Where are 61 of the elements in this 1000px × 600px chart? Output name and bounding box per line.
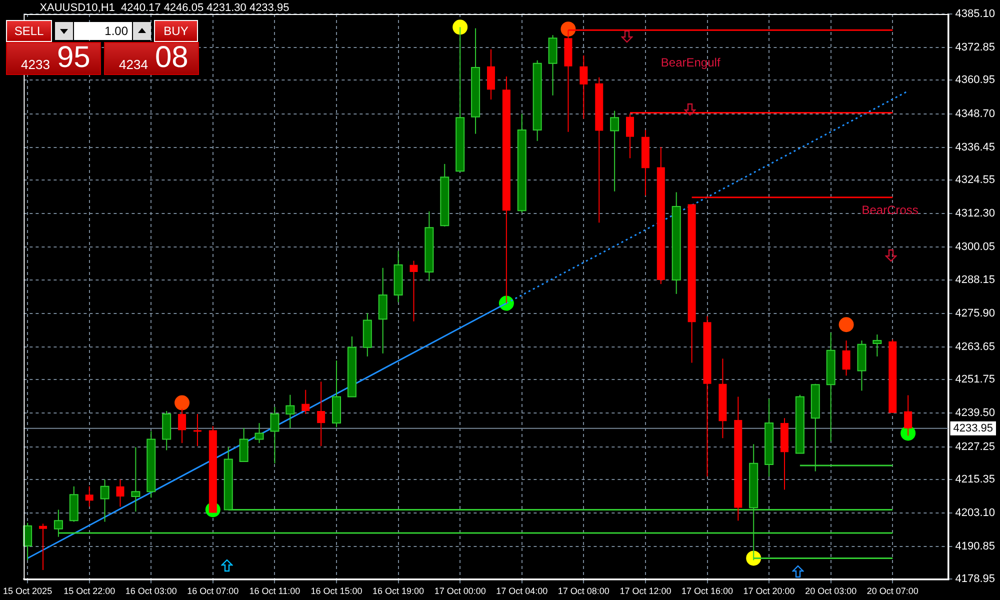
y-tick-label: 4251.75 <box>955 374 996 386</box>
y-tick-label: 4385.10 <box>955 8 996 20</box>
x-tick-label: 16 Oct 11:00 <box>249 586 300 596</box>
x-tick-label: 16 Oct 07:00 <box>187 586 239 596</box>
candlestick <box>178 408 186 444</box>
candlestick <box>39 523 47 571</box>
y-tick-label: 4348.70 <box>955 108 996 120</box>
sell-price-box: 4233 95 <box>6 42 101 75</box>
y-tick-label: 4239.50 <box>955 407 996 420</box>
x-tick-label: 16 Oct 15:00 <box>310 586 362 596</box>
candlestick <box>302 389 310 415</box>
annotation: 95 <box>57 41 90 75</box>
candlestick <box>85 486 94 508</box>
x-tick-label: 15 Oct 2025 <box>3 586 52 596</box>
annotation: 4234 <box>119 57 148 72</box>
x-tick-label: 20 Oct 03:00 <box>805 586 857 596</box>
x-tick-label: 15 Oct 22:00 <box>64 586 116 596</box>
y-tick-label: 4190.85 <box>955 540 996 553</box>
x-tick-label: 20 Oct 07:00 <box>866 586 918 596</box>
annotation: BearCross <box>862 203 918 217</box>
annotation: 08 <box>155 41 188 75</box>
candlestick <box>116 479 124 508</box>
y-tick-label: 4263.65 <box>955 341 996 354</box>
y-tick-label: 4178.95 <box>955 573 996 586</box>
y-tick-label: 4372.85 <box>955 42 996 54</box>
x-tick-label: 17 Oct 16:00 <box>681 586 734 596</box>
annotation: BearEngulf <box>660 55 721 70</box>
y-tick-label: 4215.35 <box>955 473 996 486</box>
candlestick <box>842 340 850 376</box>
candlestick <box>486 48 495 100</box>
x-tick-label: 17 Oct 00:00 <box>434 586 486 596</box>
candlestick <box>904 394 912 436</box>
x-tick-label: 17 Oct 04:00 <box>496 586 548 596</box>
y-tick-label: 4324.55 <box>955 174 996 186</box>
chart-title: XAUUSD10,H1 4240.17 4246.05 4231.30 4233.95 <box>40 2 290 14</box>
buy-button: BUY <box>154 20 198 42</box>
y-tick-label: 4227.25 <box>955 440 996 453</box>
candlestick <box>580 54 588 120</box>
ref-line-label: 4233.95 <box>953 422 994 434</box>
y-tick-label: 4203.10 <box>955 507 996 520</box>
annotation: 4233 <box>21 57 50 72</box>
y-tick-label: 4288.15 <box>955 274 996 286</box>
y-tick-label: 4312.30 <box>955 208 996 220</box>
point <box>174 395 190 410</box>
x-tick-label: 17 Oct 12:00 <box>620 586 672 596</box>
lot-size-field: 1.00 <box>74 22 132 40</box>
point <box>838 317 854 332</box>
candlestick <box>317 381 326 447</box>
candlestick <box>410 260 418 322</box>
y-tick-label: 4336.45 <box>955 141 996 154</box>
point <box>452 20 468 35</box>
sell-button: SELL <box>6 20 52 42</box>
x-tick-label: 17 Oct 20:00 <box>743 586 795 596</box>
x-tick-label: 16 Oct 03:00 <box>125 586 177 596</box>
y-tick-label: 4275.90 <box>955 307 996 320</box>
candlestick <box>193 414 202 447</box>
y-tick-label: 4300.05 <box>955 241 996 254</box>
y-tick-label: 4360.95 <box>955 74 996 86</box>
x-tick-label: 17 Oct 08:00 <box>558 586 610 596</box>
buy-price-box: 4234 08 <box>104 42 199 75</box>
x-tick-label: 16 Oct 19:00 <box>372 586 424 596</box>
